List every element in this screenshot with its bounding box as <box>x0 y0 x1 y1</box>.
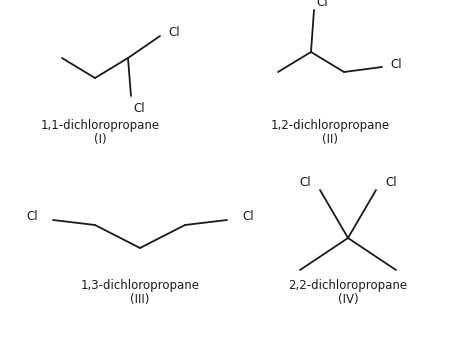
Text: (III): (III) <box>130 294 150 307</box>
Text: Cl: Cl <box>385 176 397 189</box>
Text: (I): (I) <box>94 133 106 146</box>
Text: 1,3-dichloropropane: 1,3-dichloropropane <box>81 279 199 292</box>
Text: 1,2-dichloropropane: 1,2-dichloropropane <box>270 118 390 131</box>
Text: Cl: Cl <box>27 211 38 224</box>
Text: (II): (II) <box>322 133 338 146</box>
Text: Cl: Cl <box>168 26 180 39</box>
Text: 2,2-dichloropropane: 2,2-dichloropropane <box>288 279 408 292</box>
Text: Cl: Cl <box>299 176 311 189</box>
Text: Cl: Cl <box>390 59 402 71</box>
Text: Cl: Cl <box>133 103 145 116</box>
Text: Cl: Cl <box>316 0 328 9</box>
Text: Cl: Cl <box>242 211 254 224</box>
Text: 1,1-dichloropropane: 1,1-dichloropropane <box>40 118 160 131</box>
Text: (IV): (IV) <box>338 294 358 307</box>
